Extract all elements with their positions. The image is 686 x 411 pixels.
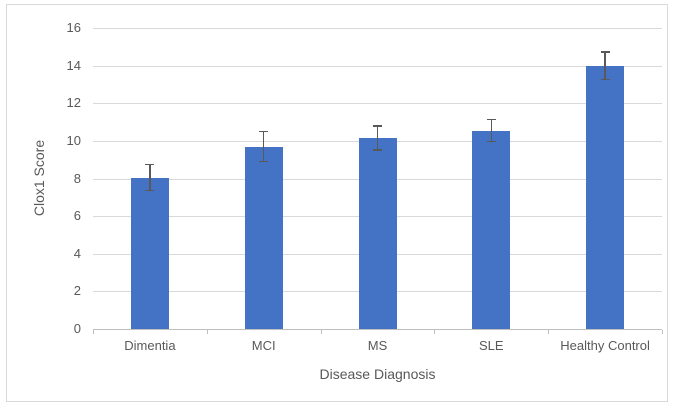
x-category-label-ms: MS	[367, 338, 388, 353]
bar-dimentia	[130, 177, 169, 329]
error-bar-cap-top-mci	[259, 130, 269, 133]
error-bar-cap-top-ms	[373, 125, 382, 127]
gridline-y-12	[93, 103, 662, 105]
error-bar-cap-top-sle	[486, 118, 496, 121]
gridline-y-14	[93, 65, 662, 67]
x-axis-tickmark	[662, 330, 663, 334]
bar-healthy-control	[586, 65, 625, 329]
y-tick-label-2: 2	[73, 283, 81, 299]
x-axis-tickmark	[206, 330, 208, 334]
plot-area	[93, 28, 662, 330]
y-tick-label-6: 6	[73, 208, 81, 224]
y-tick-label-16: 16	[66, 20, 81, 35]
gridline-y-16	[93, 28, 662, 29]
error-bar-healthy-control	[604, 51, 606, 80]
x-category-label-dimentia: Dimentia	[124, 338, 176, 353]
error-bar-cap-bottom-healthy-control	[600, 78, 610, 81]
x-axis-tickmark	[548, 330, 550, 334]
y-axis-title: Clox1 Score	[31, 139, 47, 217]
bar-ms	[358, 138, 397, 329]
y-tick-label-0: 0	[73, 321, 81, 336]
x-axis-tickmark	[320, 330, 322, 334]
x-axis-tickmark	[434, 330, 436, 334]
error-bar-cap-top-dimentia	[145, 163, 155, 166]
x-category-label-mci: MCI	[251, 338, 276, 353]
x-axis-title: Disease Diagnosis	[319, 366, 436, 382]
error-bar-cap-bottom-ms	[373, 149, 382, 151]
x-category-label-healthy-control: Healthy Control	[560, 338, 650, 353]
x-axis-tickmark	[93, 330, 94, 334]
x-category-label-sle: SLE	[479, 338, 504, 353]
error-bar-ms	[376, 125, 379, 151]
error-bar-cap-top-healthy-control	[600, 51, 610, 53]
y-tick-label-10: 10	[66, 132, 81, 148]
y-tick-label-8: 8	[73, 170, 81, 186]
y-tick-label-4: 4	[73, 245, 81, 261]
error-bar-cap-bottom-sle	[486, 140, 496, 143]
y-tick-label-14: 14	[66, 57, 81, 73]
y-tick-label-12: 12	[66, 95, 81, 111]
bar-sle	[472, 130, 511, 329]
error-bar-mci	[262, 131, 265, 162]
error-bar-dimentia	[149, 164, 151, 191]
error-bar-cap-bottom-dimentia	[145, 189, 155, 192]
chart-container: 0 2 4 6 8 10 12 14 16 Dimentia MCI MS SLE Healthy Co…	[6, 4, 668, 402]
bar-mci	[244, 146, 283, 329]
error-bar-cap-bottom-mci	[259, 160, 269, 163]
error-bar-sle	[490, 119, 493, 142]
